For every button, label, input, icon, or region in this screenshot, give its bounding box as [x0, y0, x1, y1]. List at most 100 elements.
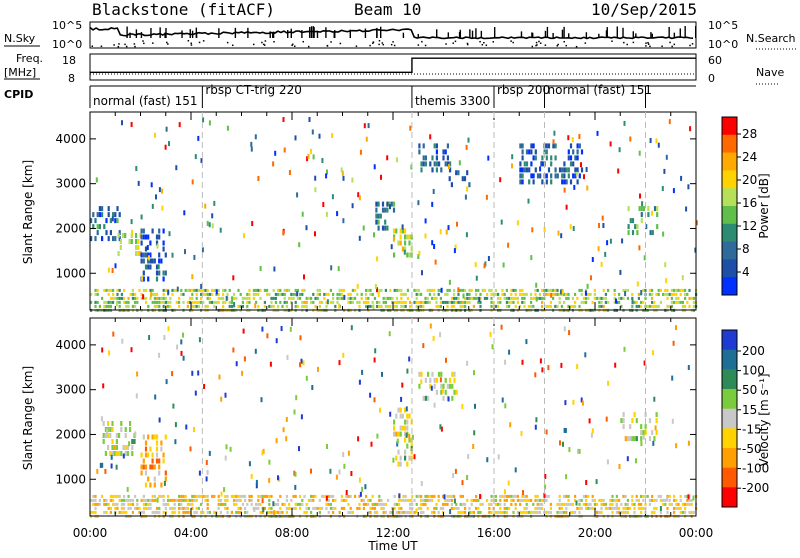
- power-cell: [681, 300, 684, 304]
- power-cell: [400, 296, 403, 300]
- power-cell: [461, 300, 464, 304]
- velocity-cell: [128, 441, 131, 447]
- velocity-cell: [186, 506, 189, 510]
- power-cell: [466, 186, 469, 192]
- velocity-cell: [409, 498, 412, 502]
- velocity-cell: [111, 421, 114, 426]
- power-cell: [390, 201, 393, 207]
- velocity-cell: [424, 395, 427, 401]
- velocity-cell: [626, 436, 630, 442]
- power-cell: [156, 296, 159, 300]
- velocity-cell: [615, 506, 618, 510]
- power-cell: [465, 144, 468, 150]
- velocity-cell: [180, 350, 183, 356]
- power-cell: [376, 256, 379, 262]
- power-cell: [130, 239, 133, 244]
- velocity-cell: [624, 502, 627, 506]
- velocity-cell: [294, 506, 297, 510]
- velocity-cell: [272, 501, 275, 507]
- velocity-cell: [393, 494, 396, 498]
- power-cell: [145, 296, 148, 300]
- power-cell: [638, 150, 641, 156]
- power-cell: [233, 296, 236, 300]
- power-cell: [501, 288, 504, 292]
- power-cell: [380, 304, 383, 308]
- power-cell: [637, 296, 640, 300]
- velocity-cb-swatch: [722, 408, 737, 429]
- velocity-cell: [643, 360, 646, 366]
- power-cell: [140, 234, 143, 240]
- velocity-cell: [666, 496, 669, 502]
- power-cell: [439, 296, 442, 300]
- power-cell: [155, 240, 159, 246]
- power-cell: [679, 292, 682, 296]
- power-cell: [609, 141, 612, 147]
- velocity-cell: [235, 494, 238, 498]
- power-cell: [274, 300, 277, 304]
- power-cell: [213, 288, 216, 292]
- power-cell: [343, 294, 346, 300]
- power-cell: [447, 225, 450, 231]
- power-cell: [158, 304, 161, 308]
- power-cell: [573, 184, 576, 190]
- velocity-cell: [589, 502, 592, 506]
- velocity-cell: [189, 510, 192, 514]
- power-cell: [147, 264, 150, 270]
- power-cell: [294, 288, 297, 292]
- velocity-cell: [293, 409, 296, 415]
- velocity-cell: [655, 430, 658, 436]
- velocity-cell: [275, 338, 278, 344]
- power-cell: [305, 304, 308, 308]
- velocity-cell: [422, 502, 425, 506]
- power-cell: [277, 304, 280, 308]
- power-cell: [613, 288, 616, 292]
- velocity-cell: [329, 468, 332, 474]
- velocity-cell: [318, 510, 321, 514]
- velocity-cell: [136, 506, 139, 510]
- power-cell: [613, 296, 616, 300]
- velocity-cell: [109, 433, 112, 438]
- power-cell: [142, 288, 145, 292]
- power-cell: [607, 300, 610, 304]
- velocity-cell: [620, 502, 623, 506]
- velocity-cell: [413, 498, 416, 502]
- velocity-cell: [259, 494, 262, 498]
- power-cell: [184, 249, 186, 255]
- velocity-cell: [459, 510, 462, 514]
- power-cell: [285, 300, 288, 304]
- power-cell: [448, 164, 450, 170]
- power-cell: [281, 292, 284, 296]
- power-cell: [219, 296, 222, 300]
- power-cell: [95, 177, 98, 183]
- velocity-cell: [113, 451, 116, 456]
- power-cell: [420, 161, 423, 167]
- power-cell: [367, 300, 370, 304]
- power-cell: [351, 296, 354, 300]
- velocity-cell: [123, 502, 126, 506]
- velocity-cell: [398, 502, 401, 506]
- velocity-cell: [688, 498, 691, 502]
- power-cell: [530, 296, 533, 300]
- power-cell: [301, 211, 304, 217]
- power-cell: [466, 292, 469, 296]
- velocity-cell: [396, 441, 399, 447]
- velocity-cell: [182, 506, 185, 510]
- power-cell: [384, 296, 387, 300]
- velocity-cell: [241, 502, 244, 506]
- power-cell: [532, 173, 535, 179]
- velocity-cell: [387, 498, 390, 502]
- velocity-cell: [633, 506, 636, 510]
- velocity-cell: [250, 494, 253, 498]
- cpid-segment-label: normal (fast) 151: [548, 83, 652, 97]
- velocity-cell: [574, 510, 577, 514]
- power-cell: [534, 288, 537, 292]
- velocity-cell: [468, 510, 471, 514]
- velocity-cell: [427, 371, 430, 377]
- power-cell: [422, 155, 425, 161]
- power-cell: [338, 303, 341, 309]
- velocity-cell: [675, 502, 678, 506]
- velocity-cell: [541, 498, 544, 502]
- power-cell: [399, 228, 402, 234]
- power-cell: [478, 296, 481, 302]
